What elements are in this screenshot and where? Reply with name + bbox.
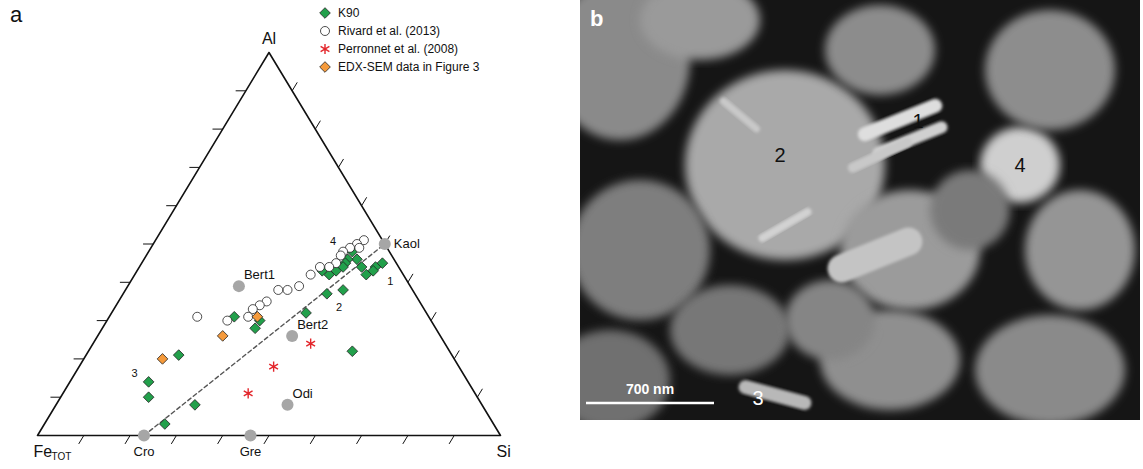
svg-text:Kaol: Kaol — [394, 236, 420, 251]
svg-text:1: 1 — [387, 275, 393, 287]
svg-text:Fe: Fe — [34, 443, 53, 460]
svg-text:Odi: Odi — [293, 386, 313, 401]
svg-text:4: 4 — [1014, 154, 1025, 176]
svg-text:3: 3 — [132, 367, 138, 379]
svg-text:4: 4 — [330, 235, 336, 247]
svg-text:Si: Si — [497, 443, 511, 460]
svg-text:Al: Al — [262, 30, 276, 47]
html-text:K90: K90 — [338, 6, 360, 20]
svg-text:Gre: Gre — [240, 444, 262, 459]
html-text:a: a — [10, 2, 23, 27]
svg-text:2: 2 — [774, 144, 785, 166]
html-text:EDX-SEM data in Figure 3: EDX-SEM data in Figure 3 — [338, 60, 480, 74]
svg-text:b: b — [590, 6, 603, 31]
svg-text:3: 3 — [752, 387, 763, 409]
svg-text:700 nm: 700 nm — [626, 381, 674, 397]
svg-text:TOT: TOT — [52, 451, 72, 462]
svg-text:Bert1: Bert1 — [244, 267, 275, 282]
svg-text:Bert2: Bert2 — [297, 317, 328, 332]
svg-text:1: 1 — [912, 110, 923, 132]
html-text:Perronnet et al. (2008): Perronnet et al. (2008) — [338, 42, 459, 56]
html-text:Rivard et al. (2013): Rivard et al. (2013) — [338, 24, 440, 38]
svg-text:2: 2 — [336, 301, 342, 313]
svg-text:Cro: Cro — [134, 444, 155, 459]
